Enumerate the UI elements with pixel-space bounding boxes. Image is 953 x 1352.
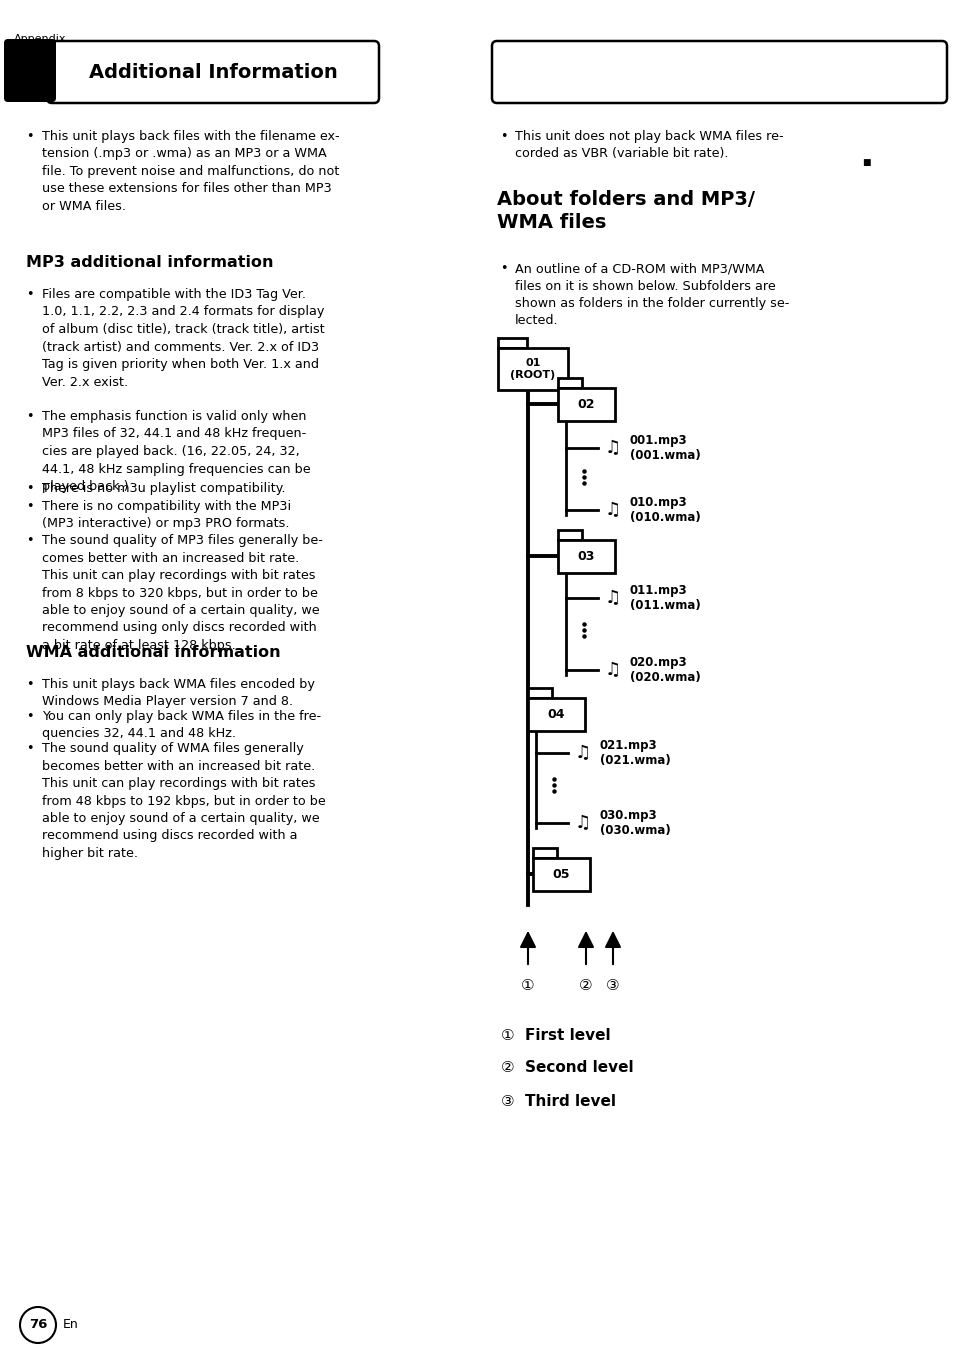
- Circle shape: [20, 1307, 56, 1343]
- Text: 05: 05: [552, 868, 570, 882]
- Text: ③: ③: [605, 977, 619, 992]
- Text: •: •: [26, 534, 33, 548]
- Polygon shape: [497, 338, 527, 347]
- Text: ■: ■: [862, 158, 869, 168]
- Text: The sound quality of WMA files generally
becomes better with an increased bit ra: The sound quality of WMA files generally…: [42, 742, 325, 860]
- Polygon shape: [558, 379, 581, 388]
- Text: •: •: [26, 500, 33, 512]
- Polygon shape: [558, 539, 615, 573]
- Text: Additional Information: Additional Information: [89, 64, 337, 82]
- Text: ②: ②: [500, 1060, 514, 1075]
- Text: The emphasis function is valid only when
MP3 files of 32, 44.1 and 48 kHz freque: The emphasis function is valid only when…: [42, 410, 311, 493]
- Text: ②: ②: [578, 977, 592, 992]
- Text: An outline of a CD-ROM with MP3/WMA
files on it is shown below. Subfolders are
s: An outline of a CD-ROM with MP3/WMA file…: [515, 262, 788, 327]
- Text: •: •: [499, 262, 507, 274]
- Text: You can only play back WMA files in the fre-
quencies 32, 44.1 and 48 kHz.: You can only play back WMA files in the …: [42, 710, 321, 741]
- Text: ①: ①: [500, 1028, 514, 1042]
- Text: This unit plays back WMA files encoded by
Windows Media Player version 7 and 8.: This unit plays back WMA files encoded b…: [42, 677, 314, 708]
- Text: This unit plays back files with the filename ex-
tension (.mp3 or .wma) as an MP: This unit plays back files with the file…: [42, 130, 339, 214]
- Text: ♫: ♫: [604, 502, 620, 519]
- Text: 010.mp3
(010.wma): 010.mp3 (010.wma): [629, 496, 700, 525]
- Text: The sound quality of MP3 files generally be-
comes better with an increased bit : The sound quality of MP3 files generally…: [42, 534, 322, 652]
- Text: 04: 04: [547, 708, 565, 721]
- Polygon shape: [527, 688, 552, 698]
- Text: 01
(ROOT): 01 (ROOT): [510, 358, 555, 380]
- Text: •: •: [26, 742, 33, 754]
- Text: En: En: [63, 1318, 79, 1332]
- Polygon shape: [558, 530, 581, 539]
- Text: •: •: [26, 288, 33, 301]
- Text: 001.mp3
(001.wma): 001.mp3 (001.wma): [629, 434, 700, 462]
- Text: 03: 03: [578, 550, 595, 562]
- Text: About folders and MP3/
WMA files: About folders and MP3/ WMA files: [497, 191, 754, 231]
- Text: Third level: Third level: [524, 1094, 616, 1109]
- Text: 02: 02: [578, 397, 595, 411]
- Text: 021.mp3
(021.wma): 021.mp3 (021.wma): [599, 740, 670, 767]
- Text: WMA additional information: WMA additional information: [26, 645, 280, 660]
- Text: •: •: [26, 130, 33, 143]
- Text: ♫: ♫: [604, 661, 620, 679]
- Text: 030.mp3
(030.wma): 030.mp3 (030.wma): [599, 808, 670, 837]
- Text: •: •: [26, 410, 33, 423]
- FancyBboxPatch shape: [4, 39, 56, 101]
- Text: •: •: [26, 710, 33, 723]
- Text: Appendix: Appendix: [14, 34, 67, 45]
- Polygon shape: [533, 859, 589, 891]
- Text: ♫: ♫: [604, 589, 620, 607]
- Text: ♫: ♫: [575, 744, 591, 763]
- Text: Files are compatible with the ID3 Tag Ver.
1.0, 1.1, 2.2, 2.3 and 2.4 formats fo: Files are compatible with the ID3 Tag Ve…: [42, 288, 324, 388]
- Text: 011.mp3
(011.wma): 011.mp3 (011.wma): [629, 584, 700, 612]
- FancyBboxPatch shape: [47, 41, 378, 103]
- Text: ♫: ♫: [604, 439, 620, 457]
- Text: •: •: [499, 130, 507, 143]
- Text: MP3 additional information: MP3 additional information: [26, 256, 274, 270]
- Polygon shape: [497, 347, 567, 389]
- Text: First level: First level: [524, 1028, 610, 1042]
- Polygon shape: [527, 698, 584, 731]
- Text: ①: ①: [520, 977, 535, 992]
- Text: ♫: ♫: [575, 814, 591, 831]
- Text: •: •: [26, 677, 33, 691]
- Polygon shape: [533, 848, 557, 859]
- Text: •: •: [26, 483, 33, 495]
- Text: There is no m3u playlist compatibility.: There is no m3u playlist compatibility.: [42, 483, 285, 495]
- Text: Second level: Second level: [524, 1060, 633, 1075]
- Text: There is no compatibility with the MP3i
(MP3 interactive) or mp3 PRO formats.: There is no compatibility with the MP3i …: [42, 500, 291, 530]
- FancyBboxPatch shape: [492, 41, 946, 103]
- Text: 76: 76: [29, 1318, 47, 1332]
- Text: 020.mp3
(020.wma): 020.mp3 (020.wma): [629, 656, 700, 684]
- Text: This unit does not play back WMA files re-
corded as VBR (variable bit rate).: This unit does not play back WMA files r…: [515, 130, 782, 161]
- Polygon shape: [558, 388, 615, 420]
- Text: ③: ③: [500, 1094, 514, 1109]
